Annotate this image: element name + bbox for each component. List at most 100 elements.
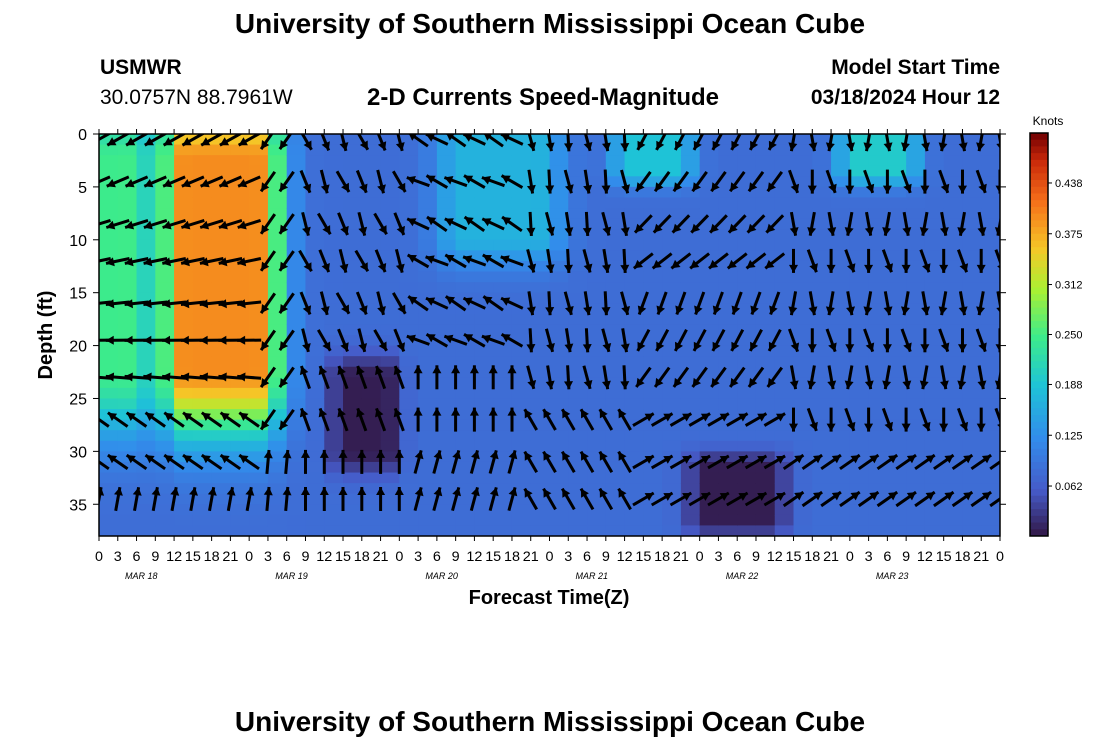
speed-cell	[455, 155, 476, 167]
speed-cell	[643, 144, 663, 156]
speed-cell	[643, 345, 663, 357]
speed-cell	[568, 377, 588, 389]
speed-cell	[249, 144, 269, 156]
speed-cell	[568, 335, 588, 347]
current-arrow	[392, 292, 407, 315]
current-arrow	[278, 292, 295, 314]
speed-cell	[418, 356, 438, 368]
speed-cell	[324, 292, 344, 304]
speed-cell	[249, 271, 269, 283]
speed-cell	[267, 176, 288, 188]
current-arrow	[726, 491, 749, 507]
speed-cell	[192, 377, 213, 389]
speed-cell	[662, 250, 682, 262]
speed-cell	[887, 218, 907, 230]
x-tick-label: 3	[564, 548, 572, 564]
speed-cell	[887, 239, 907, 251]
current-arrow	[299, 291, 312, 315]
speed-cell	[643, 525, 663, 536]
speed-cell	[380, 514, 400, 527]
x-tick-label: 9	[902, 548, 910, 564]
speed-cell	[812, 208, 832, 220]
speed-cell	[380, 398, 400, 410]
speed-cell	[474, 271, 494, 283]
current-arrow	[750, 291, 762, 316]
speed-cell	[868, 208, 888, 220]
speed-cell	[643, 472, 663, 484]
speed-cell	[249, 377, 269, 389]
speed-cell	[737, 144, 757, 156]
speed-cell	[962, 366, 982, 378]
speed-cell	[755, 504, 776, 516]
colorbar-swatch	[1030, 448, 1048, 456]
speed-cell	[793, 218, 813, 230]
speed-cell	[718, 176, 738, 188]
speed-cell	[737, 292, 757, 304]
speed-cell	[343, 398, 363, 410]
speed-cell	[887, 472, 907, 484]
current-arrow	[730, 328, 745, 352]
speed-cell	[887, 186, 907, 199]
speed-cell	[680, 504, 701, 516]
speed-cell	[267, 313, 288, 326]
speed-cell	[192, 504, 213, 516]
x-axis-label: Forecast Time(Z)	[469, 587, 630, 609]
speed-cell	[380, 282, 400, 294]
speed-cell	[568, 525, 588, 536]
speed-cell	[662, 398, 682, 410]
current-arrow	[940, 365, 949, 390]
current-arrow	[413, 450, 424, 474]
speed-cell	[849, 292, 870, 304]
speed-cell	[249, 387, 269, 400]
speed-cell	[436, 472, 457, 484]
colorbar-swatch	[1030, 529, 1048, 537]
speed-cell	[812, 313, 832, 326]
speed-cell	[267, 493, 288, 505]
colorbar-swatch	[1030, 280, 1048, 288]
current-arrow	[259, 329, 277, 351]
speed-cell	[249, 356, 269, 368]
speed-cell	[286, 430, 307, 442]
speed-cell	[868, 493, 888, 505]
speed-cell	[418, 324, 438, 336]
speed-cell	[380, 313, 400, 326]
current-arrow	[958, 169, 967, 194]
current-arrow	[282, 449, 292, 475]
speed-cell	[211, 387, 231, 400]
current-arrow	[807, 211, 816, 236]
speed-cell	[943, 525, 964, 536]
speed-cell	[305, 218, 325, 230]
current-arrow	[99, 257, 112, 263]
speed-cell	[267, 366, 288, 378]
speed-cell	[962, 335, 982, 347]
speed-cell	[474, 134, 494, 146]
speed-cell	[774, 504, 795, 516]
current-arrow	[976, 134, 985, 152]
current-arrow	[99, 486, 105, 508]
speed-cell	[943, 208, 964, 220]
speed-cell	[981, 335, 1000, 347]
current-arrow	[807, 169, 817, 194]
speed-cell	[680, 303, 701, 315]
speed-cell	[286, 292, 307, 304]
speed-cell	[530, 260, 551, 273]
speed-cell	[399, 197, 419, 209]
colorbar-swatch	[1030, 146, 1048, 154]
current-arrow	[143, 175, 167, 188]
speed-cell	[399, 324, 419, 336]
current-arrow	[707, 454, 730, 470]
speed-cell	[587, 197, 607, 209]
speed-cell	[906, 366, 926, 378]
speed-cell	[774, 229, 795, 241]
speed-cell	[793, 335, 813, 347]
x-tick-label: 18	[354, 548, 370, 564]
speed-cell	[868, 303, 888, 315]
current-arrow	[564, 365, 573, 390]
speed-cell	[624, 271, 644, 283]
current-arrow	[545, 365, 555, 390]
speed-cell	[474, 186, 494, 199]
speed-cell	[981, 165, 1000, 177]
speed-cell	[680, 155, 701, 167]
current-arrow	[864, 248, 874, 273]
speed-cell	[605, 303, 626, 315]
